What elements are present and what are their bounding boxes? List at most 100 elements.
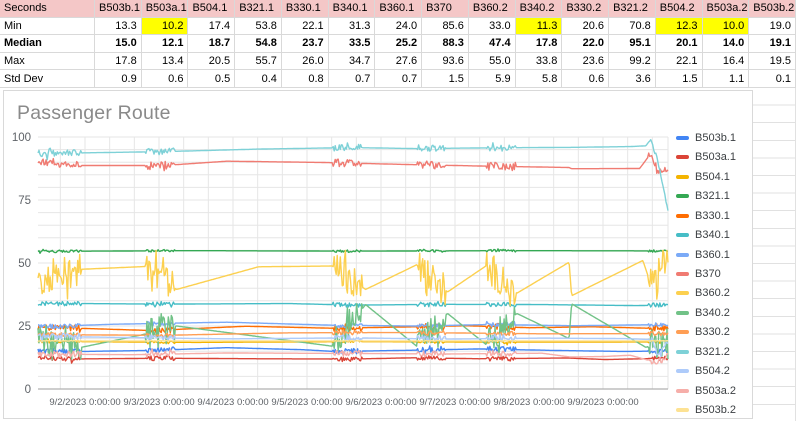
value-cell[interactable]: 19.1 (749, 35, 796, 53)
value-cell[interactable]: 20.6 (562, 17, 610, 36)
legend-item-B504.1: B504.1 (676, 170, 730, 184)
legend-item-B370: B370 (676, 267, 721, 281)
legend-swatch (676, 213, 689, 218)
value-cell[interactable]: 23.7 (281, 35, 329, 53)
value-cell[interactable]: 0.7 (375, 70, 423, 88)
value-cell[interactable]: 0.6 (141, 70, 189, 88)
value-cell[interactable]: 19.0 (749, 17, 796, 36)
legend-item-B360.1: B360.1 (676, 248, 730, 262)
legend-swatch (676, 310, 689, 315)
value-cell[interactable]: 0.4 (235, 70, 282, 88)
legend-item-B321.2: B321.2 (676, 345, 730, 359)
legend-item-B504.2: B504.2 (676, 364, 730, 378)
column-header-cell[interactable]: B503b.2 (749, 0, 796, 18)
column-header-cell[interactable]: B504.1 (188, 0, 236, 18)
column-header-cell[interactable]: B360.1 (375, 0, 423, 18)
row-label-cell[interactable]: Max (0, 52, 95, 71)
row-label-cell[interactable]: Std Dev (0, 70, 95, 88)
value-cell[interactable]: 23.6 (562, 52, 610, 71)
value-cell[interactable]: 22.1 (655, 52, 703, 71)
value-cell[interactable]: 33.0 (468, 17, 516, 36)
value-cell[interactable]: 0.6 (562, 70, 610, 88)
value-cell[interactable]: 25.2 (375, 35, 423, 53)
value-cell[interactable]: 95.1 (609, 35, 656, 53)
value-cell[interactable]: 70.8 (609, 17, 656, 36)
highlighted-value-cell[interactable]: 10.0 (702, 17, 750, 36)
value-cell[interactable]: 0.9 (95, 70, 142, 88)
value-cell[interactable]: 0.7 (328, 70, 376, 88)
column-header-cell[interactable]: B340.1 (328, 0, 376, 18)
value-cell[interactable]: 17.8 (95, 52, 142, 71)
value-cell[interactable]: 24.0 (375, 17, 423, 36)
value-cell[interactable]: 33.8 (515, 52, 563, 71)
legend-item-B360.2: B360.2 (676, 286, 730, 300)
value-cell[interactable]: 19.5 (749, 52, 796, 71)
value-cell[interactable]: 88.3 (422, 35, 469, 53)
column-header-cell[interactable]: B330.2 (562, 0, 610, 18)
column-header-cell[interactable]: B330.1 (281, 0, 329, 18)
value-cell[interactable]: 34.7 (328, 52, 376, 71)
legend-swatch (676, 349, 689, 354)
value-cell[interactable]: 54.8 (235, 35, 282, 53)
column-header-cell[interactable]: B370 (422, 0, 469, 18)
value-cell[interactable]: 5.8 (515, 70, 563, 88)
highlighted-value-cell[interactable]: 12.3 (655, 17, 703, 36)
value-cell[interactable]: 13.4 (141, 52, 189, 71)
value-cell[interactable]: 85.6 (422, 17, 469, 36)
value-cell[interactable]: 55.0 (468, 52, 516, 71)
highlighted-value-cell[interactable]: 10.2 (141, 17, 189, 36)
value-cell[interactable]: 27.6 (375, 52, 423, 71)
value-cell[interactable]: 0.1 (749, 70, 796, 88)
x-axis-tick-label: 9/4/2023 0:00:00 (197, 397, 268, 408)
legend-swatch (676, 291, 689, 296)
sheet-cells-right-strip[interactable] (753, 88, 796, 421)
column-header-cell[interactable]: B321.2 (609, 0, 656, 18)
value-cell[interactable]: 18.7 (188, 35, 236, 53)
value-cell[interactable]: 12.1 (141, 35, 189, 53)
value-cell[interactable]: 31.3 (328, 17, 376, 36)
value-cell[interactable]: 99.2 (609, 52, 656, 71)
value-cell[interactable]: 1.5 (422, 70, 469, 88)
highlighted-value-cell[interactable]: 11.3 (515, 17, 563, 36)
value-cell[interactable]: 16.4 (702, 52, 750, 71)
value-cell[interactable]: 55.7 (235, 52, 282, 71)
passenger-route-chart[interactable]: Passenger Route 0 25 50 75 100 9/2/2023 0:00:… (3, 90, 753, 419)
value-cell[interactable]: 22.1 (281, 17, 329, 36)
value-cell[interactable]: 0.5 (188, 70, 236, 88)
value-cell[interactable]: 26.0 (281, 52, 329, 71)
value-cell[interactable]: 17.4 (188, 17, 236, 36)
legend-label: B370 (695, 268, 721, 280)
value-cell[interactable]: 53.8 (235, 17, 282, 36)
value-cell[interactable]: 17.8 (515, 35, 563, 53)
value-cell[interactable]: 0.8 (281, 70, 329, 88)
column-header-cell[interactable]: B360.2 (468, 0, 516, 18)
column-header-cell[interactable]: B503a.2 (702, 0, 750, 18)
y-axis-tick-label: 75 (18, 195, 31, 207)
value-cell[interactable]: 5.9 (468, 70, 516, 88)
chart-title: Passenger Route (17, 102, 171, 124)
row-label-cell[interactable]: Median (0, 35, 95, 53)
value-cell[interactable]: 47.4 (468, 35, 516, 53)
column-header-cell[interactable]: B504.2 (655, 0, 703, 18)
value-cell[interactable]: 20.5 (188, 52, 236, 71)
column-header-cell[interactable]: B321.1 (235, 0, 282, 18)
legend-label: B503a.2 (695, 384, 736, 397)
legend-label: B504.2 (695, 365, 730, 378)
row-label-cell[interactable]: Min (0, 17, 95, 36)
column-header-cell[interactable]: B340.2 (515, 0, 563, 18)
value-cell[interactable]: 33.5 (328, 35, 376, 53)
corner-header-cell[interactable]: Seconds (0, 0, 95, 18)
value-cell[interactable]: 1.1 (702, 70, 750, 88)
column-header-cell[interactable]: B503a.1 (141, 0, 189, 18)
value-cell[interactable]: 1.5 (655, 70, 703, 88)
value-cell[interactable]: 22.0 (562, 35, 610, 53)
value-cell[interactable]: 20.1 (655, 35, 703, 53)
value-cell[interactable]: 3.6 (609, 70, 656, 88)
value-cell[interactable]: 14.0 (702, 35, 750, 53)
value-cell[interactable]: 15.0 (95, 35, 142, 53)
value-cell[interactable]: 13.3 (95, 17, 142, 36)
legend-item-B340.2: B340.2 (676, 306, 730, 320)
column-header-cell[interactable]: B503b.1 (95, 0, 142, 18)
value-cell[interactable]: 93.6 (422, 52, 469, 71)
x-axis-tick-label: 9/5/2023 0:00:00 (271, 397, 342, 408)
